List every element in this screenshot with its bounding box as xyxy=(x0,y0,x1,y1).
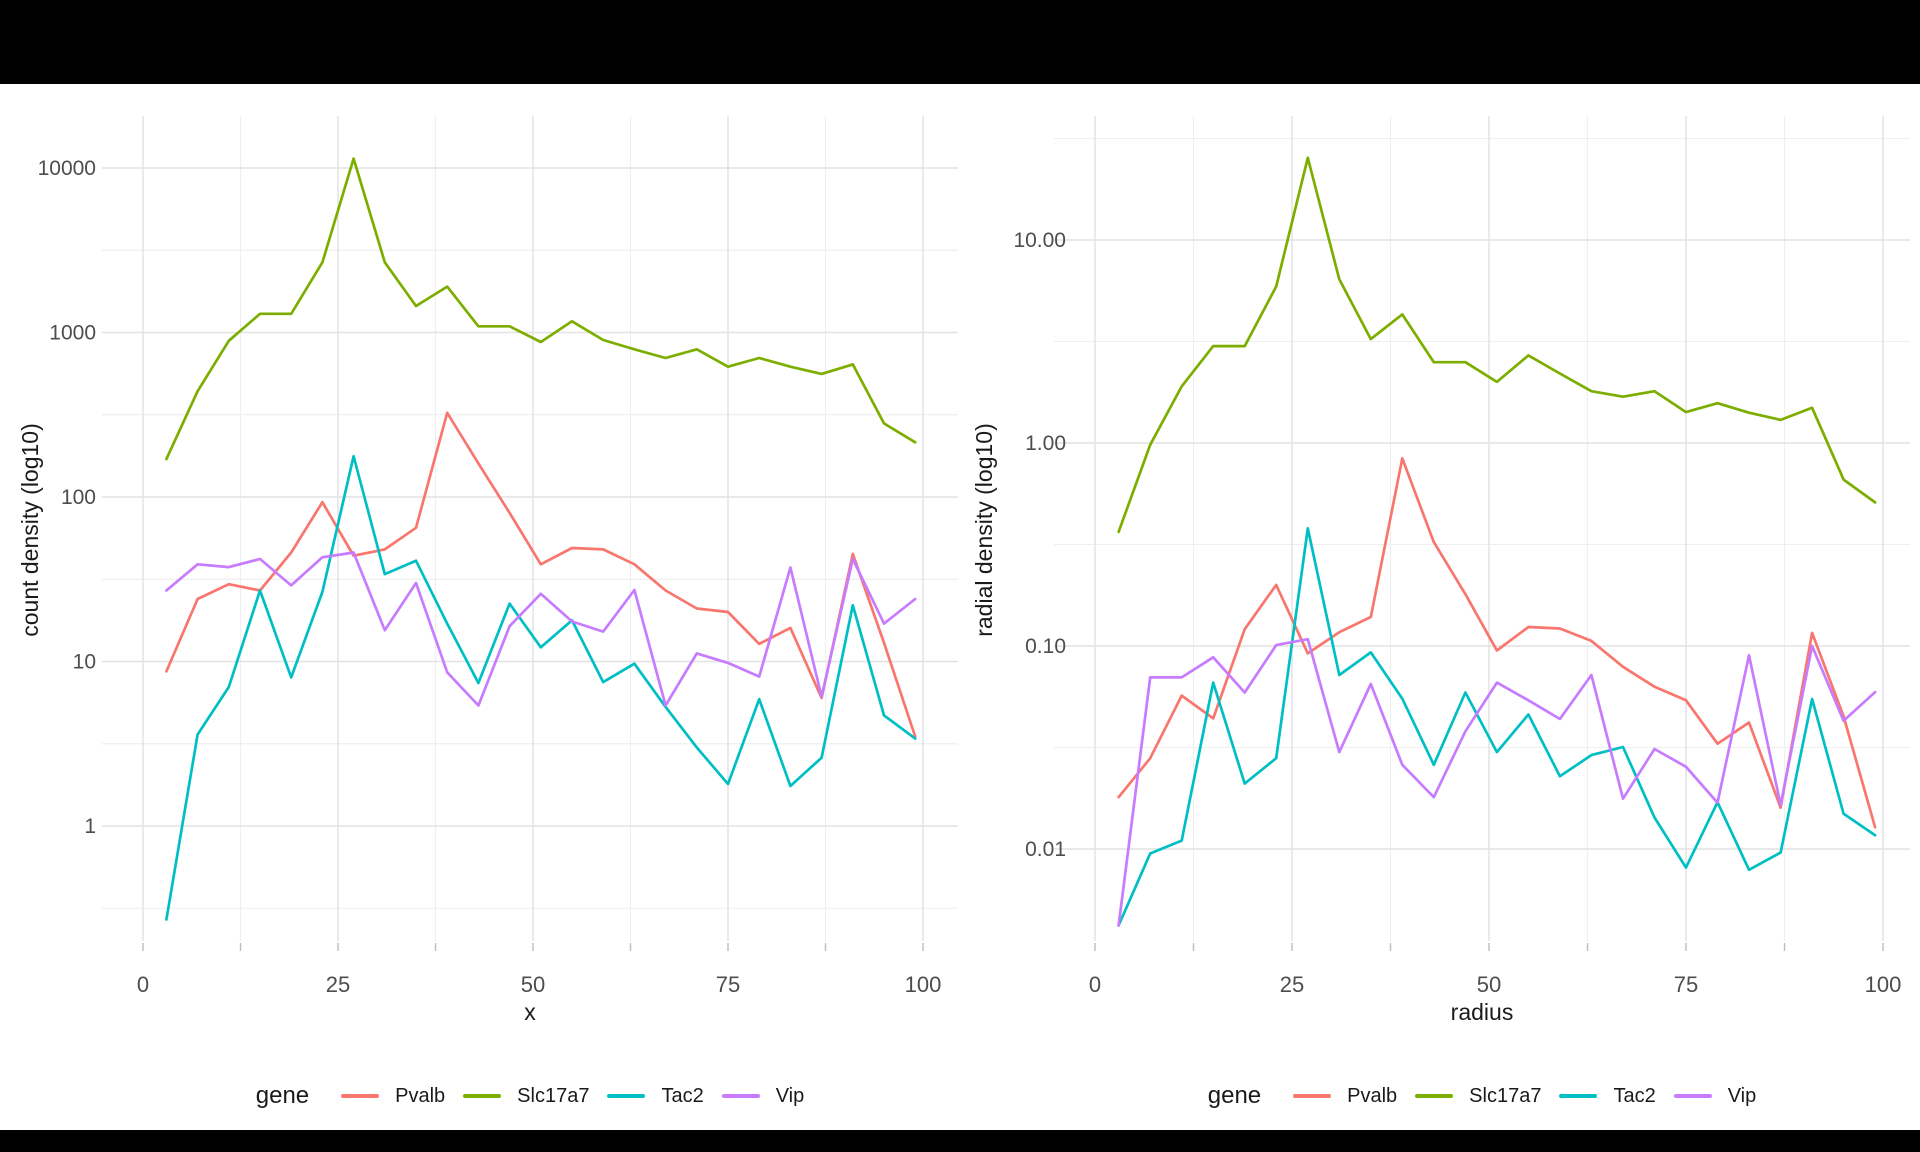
legend-item-slc17a7: Slc17a7 xyxy=(463,1085,589,1108)
legend-item-vip: Vip xyxy=(1673,1084,1757,1108)
left-x-axis-title: x xyxy=(524,999,536,1025)
legend-key-slc17a7 xyxy=(1415,1094,1454,1098)
legend-item-tac2: Tac2 xyxy=(607,1084,704,1108)
y-tick-label: 1.00 xyxy=(1025,432,1066,455)
left-y-axis-title: count density (log10) xyxy=(17,423,43,637)
legend-label-pvalb: Pvalb xyxy=(395,1084,446,1107)
legend-key-vip xyxy=(1673,1094,1712,1098)
legend-key-pvalb xyxy=(1293,1094,1332,1098)
x-tick-label: 25 xyxy=(326,972,350,997)
legend-item-pvalb: Pvalb xyxy=(341,1085,445,1108)
y-tick-label: 10.00 xyxy=(1013,229,1066,252)
right-legend-title: gene xyxy=(1207,1082,1262,1109)
legend-label-pvalb: Pvalb xyxy=(1347,1084,1398,1107)
series-line-vip xyxy=(165,551,917,707)
right-legend: gene Pvalb Slc17a7 Tac2 Vip xyxy=(1132,1079,1832,1113)
legend-key-tac2 xyxy=(1559,1094,1598,1098)
legend-label-slc17a7: Slc17a7 xyxy=(1469,1084,1542,1107)
legend-label-tac2: Tac2 xyxy=(661,1084,704,1107)
x-tick-label: 75 xyxy=(1674,972,1698,997)
legend-key-tac2 xyxy=(607,1094,646,1098)
legend-item-tac2: Tac2 xyxy=(1559,1084,1656,1108)
right-x-axis-title: radius xyxy=(1450,999,1514,1025)
top-letterbox-bar xyxy=(0,0,1920,84)
series-line-tac2 xyxy=(165,454,917,921)
right-chart: 0 25 50 75 100 10.00 1.00 0.10 0.01 xyxy=(1013,116,1910,997)
bottom-letterbox-bar xyxy=(0,1130,1920,1152)
left-legend: gene Pvalb Slc17a7 Tac2 Vip xyxy=(180,1079,880,1113)
legend-label-tac2: Tac2 xyxy=(1613,1084,1656,1107)
y-tick-label: 10 xyxy=(73,651,96,674)
x-tick-label: 100 xyxy=(1865,972,1902,997)
x-tick-label: 100 xyxy=(905,972,942,997)
legend-item-pvalb: Pvalb xyxy=(1293,1085,1397,1108)
x-tick-label: 50 xyxy=(1477,972,1501,997)
legend-key-pvalb xyxy=(341,1094,380,1098)
x-tick-label: 50 xyxy=(521,972,545,997)
legend-key-slc17a7 xyxy=(463,1094,502,1098)
y-tick-label: 1000 xyxy=(49,322,96,345)
series-line-vip xyxy=(1117,637,1877,927)
x-tick-label: 75 xyxy=(716,972,740,997)
x-tick-label: 0 xyxy=(1089,972,1101,997)
right-y-axis-title: radial density (log10) xyxy=(971,423,997,637)
series-line-slc17a7 xyxy=(165,157,917,461)
y-tick-label: 10000 xyxy=(38,157,96,180)
y-tick-label: 0.10 xyxy=(1025,635,1066,658)
legend-item-slc17a7: Slc17a7 xyxy=(1415,1085,1541,1108)
x-tick-label: 25 xyxy=(1280,972,1304,997)
left-legend-items: Pvalb Slc17a7 Tac2 Vip xyxy=(323,1085,804,1108)
legend-label-slc17a7: Slc17a7 xyxy=(517,1084,590,1107)
legend-item-vip: Vip xyxy=(721,1084,805,1108)
series-line-pvalb xyxy=(1117,457,1877,829)
y-tick-label: 100 xyxy=(61,486,96,509)
legend-key-vip xyxy=(721,1094,760,1098)
series-line-tac2 xyxy=(1117,526,1877,927)
x-tick-label: 0 xyxy=(137,972,149,997)
left-chart: 0 25 50 75 100 10000 1000 100 10 1 xyxy=(38,116,958,997)
series-line-slc17a7 xyxy=(1117,156,1877,534)
y-tick-label: 1 xyxy=(84,815,96,838)
left-legend-title: gene xyxy=(255,1082,310,1109)
series-line-pvalb xyxy=(165,411,917,738)
y-tick-label: 0.01 xyxy=(1025,838,1066,861)
legend-label-vip: Vip xyxy=(1727,1084,1757,1107)
legend-label-vip: Vip xyxy=(775,1084,805,1107)
right-legend-items: Pvalb Slc17a7 Tac2 Vip xyxy=(1275,1085,1756,1108)
